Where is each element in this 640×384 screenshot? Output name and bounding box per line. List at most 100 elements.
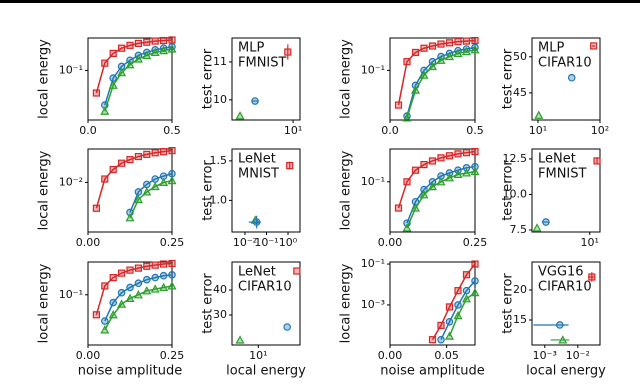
marker — [125, 59, 135, 69]
marker — [471, 162, 479, 171]
y-tick-label: 10⁻¹ — [59, 63, 83, 76]
marker — [427, 61, 438, 71]
marker — [461, 46, 472, 56]
marker — [428, 336, 437, 344]
annotation: MLP — [538, 41, 564, 56]
y-axis-label: test error — [201, 48, 216, 109]
x-tick-label: 0.05 — [434, 349, 459, 362]
marker — [394, 204, 403, 212]
marker — [150, 47, 160, 57]
marker — [462, 149, 471, 157]
marker — [117, 288, 126, 297]
marker — [142, 187, 152, 196]
marker — [151, 149, 159, 157]
marker — [471, 277, 479, 285]
marker — [411, 48, 420, 57]
marker — [251, 97, 259, 105]
marker — [454, 301, 462, 309]
marker — [410, 85, 421, 94]
marker — [168, 147, 176, 155]
y-tick-label: 15 — [513, 313, 527, 326]
marker — [151, 261, 159, 269]
x-tick-label: 0.00 — [378, 236, 403, 249]
marker — [252, 218, 261, 226]
marker — [428, 157, 437, 165]
marker — [420, 66, 428, 75]
x-axis-label: noise amplitude — [78, 364, 182, 379]
marker — [462, 37, 471, 45]
x-tick-label: 0.0 — [381, 124, 399, 137]
marker — [445, 152, 454, 160]
marker — [428, 177, 437, 186]
marker — [117, 299, 127, 308]
axes-frame — [231, 37, 301, 121]
marker — [534, 110, 544, 119]
marker — [143, 38, 151, 46]
marker — [101, 317, 109, 325]
y-axis-label: test error — [501, 273, 516, 334]
marker — [126, 155, 134, 164]
marker — [143, 275, 151, 284]
marker — [462, 271, 471, 279]
y-tick-label: 10⁻¹ — [59, 288, 83, 301]
y-tick-label: 1.5 — [210, 154, 228, 167]
marker — [420, 185, 428, 194]
marker — [126, 283, 134, 292]
y-tick-label: 50 — [513, 50, 527, 63]
y-tick-label: 40 — [213, 283, 227, 296]
x-tick-label: 0.00 — [76, 236, 101, 249]
annotation: LeNet — [238, 152, 276, 167]
marker — [461, 294, 472, 303]
marker — [159, 45, 169, 55]
axes-frame — [531, 261, 601, 346]
x-tick-label: 0.5 — [466, 124, 484, 137]
marker — [92, 204, 101, 212]
marker — [453, 169, 463, 179]
marker — [437, 321, 445, 329]
x-tick-label: 10⁻¹ — [254, 236, 278, 249]
y-axis-label: local energy — [339, 263, 354, 343]
marker — [160, 36, 168, 45]
marker — [151, 273, 160, 282]
y-axis-label: test error — [501, 48, 516, 109]
marker — [134, 39, 142, 48]
marker — [471, 260, 479, 268]
x-tick-label: 10¹ — [529, 124, 547, 137]
marker — [436, 55, 446, 64]
marker — [134, 264, 142, 272]
marker — [437, 40, 445, 48]
marker — [445, 303, 454, 311]
axes-frame — [389, 261, 476, 346]
marker — [109, 49, 117, 58]
y-axis-label: local energy — [339, 39, 354, 119]
y-tick-label: 10⁻¹ — [361, 175, 385, 188]
x-axis-label: local energy — [226, 364, 306, 379]
marker — [117, 44, 126, 52]
marker — [286, 162, 294, 170]
marker — [454, 150, 462, 158]
marker — [453, 48, 463, 58]
line — [95, 39, 173, 94]
marker — [454, 38, 462, 46]
annotation: MLP — [238, 41, 264, 56]
y-axis-label: local energy — [37, 150, 52, 230]
marker — [445, 39, 454, 47]
axes-frame — [389, 148, 476, 233]
marker — [92, 311, 101, 319]
marker — [109, 74, 118, 82]
marker — [150, 181, 160, 191]
annotation: LeNet — [238, 265, 276, 280]
marker — [593, 157, 601, 165]
marker — [168, 271, 176, 279]
annotation: CIFAR10 — [238, 280, 292, 295]
x-axis-label: local energy — [526, 364, 606, 379]
marker — [588, 273, 596, 281]
axes-frame — [389, 37, 476, 121]
marker — [159, 271, 168, 280]
marker — [402, 223, 412, 232]
marker — [108, 310, 118, 319]
marker — [133, 194, 143, 204]
annotation: MNIST — [238, 167, 279, 182]
x-tick-label: 0.00 — [76, 349, 101, 362]
y-axis-label: test error — [201, 160, 216, 221]
